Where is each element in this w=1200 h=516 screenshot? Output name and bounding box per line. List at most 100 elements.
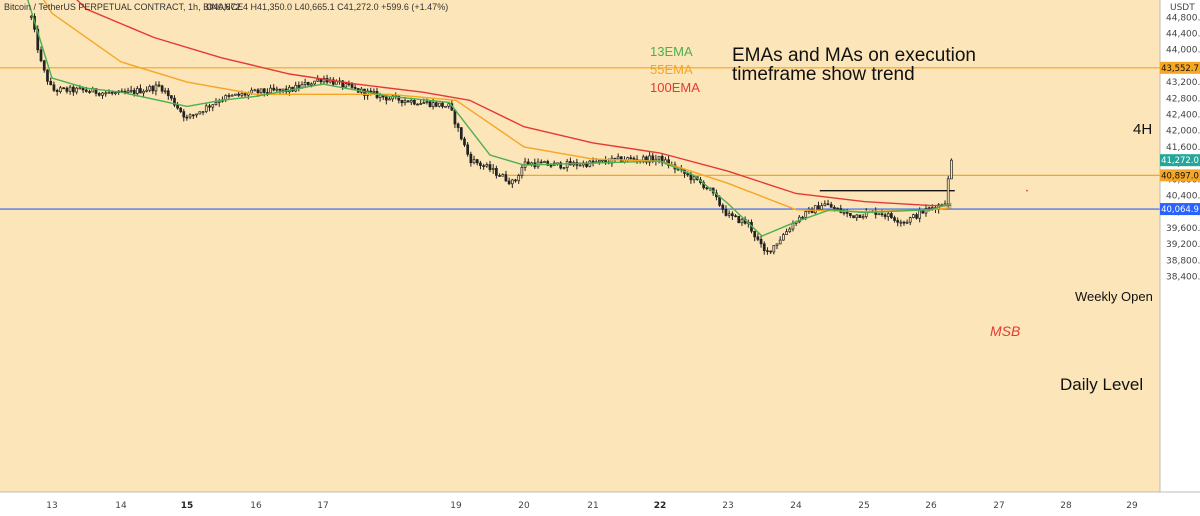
candle-body (823, 203, 827, 207)
candle (908, 216, 912, 226)
y-tick-label: 42,400.0 (1166, 111, 1200, 121)
candle-body (877, 213, 881, 216)
candle-body (29, 15, 33, 18)
candle-body (211, 104, 215, 108)
candle-body (829, 204, 833, 208)
candle-body (810, 208, 814, 214)
candle (208, 103, 211, 112)
candle-body (641, 156, 645, 161)
candle-body (88, 91, 91, 93)
candle-body (191, 114, 195, 117)
x-tick-label: 22 (654, 501, 667, 511)
plot-area (0, 0, 1160, 492)
candle (163, 87, 167, 95)
candle-body (81, 87, 85, 91)
candle-body (154, 84, 158, 92)
candle (101, 92, 104, 99)
candle (504, 170, 508, 182)
candle-body (135, 88, 139, 94)
candle-body (880, 213, 884, 216)
candle (762, 241, 766, 255)
candle-body (46, 69, 49, 82)
candle-body (294, 84, 298, 92)
candle (466, 142, 470, 157)
candle-body (813, 205, 817, 214)
candle-body (148, 86, 152, 91)
candle (775, 243, 779, 250)
candle (294, 81, 298, 93)
candle (126, 87, 130, 94)
candle-body (852, 215, 855, 219)
time-axis[interactable] (0, 492, 1200, 516)
price-tag-4h-text: 43,552.7 (1161, 64, 1199, 74)
candle-body (388, 98, 391, 101)
label-4h: 4H (1133, 121, 1152, 138)
candle (883, 212, 887, 220)
x-tick-label: 25 (858, 501, 869, 511)
ema-layer (27, 0, 952, 237)
candle-body (896, 220, 900, 223)
candle-body (185, 116, 189, 119)
candle-body (198, 111, 202, 115)
candle (861, 213, 865, 220)
candle (81, 87, 85, 94)
candle (905, 219, 909, 225)
candle (498, 173, 501, 177)
candle (428, 101, 432, 108)
candle (772, 245, 776, 255)
candle (836, 207, 839, 210)
candle (52, 81, 56, 93)
price-tag-current-bg (1160, 154, 1200, 167)
candle (166, 87, 170, 100)
candle (416, 103, 419, 106)
candle-body (912, 214, 915, 218)
candle-body (820, 205, 824, 210)
candle (896, 217, 900, 227)
candle (237, 92, 240, 97)
candle-body (915, 214, 918, 219)
candle-body (240, 93, 244, 96)
candle-body (431, 102, 435, 107)
candle-body (68, 86, 72, 92)
y-tick-label: 38,400.0 (1166, 273, 1200, 283)
candle-body (731, 213, 734, 217)
candle-body (188, 114, 192, 118)
candle (55, 88, 59, 96)
candle (135, 86, 139, 97)
candle-body (833, 207, 836, 209)
candle (42, 59, 46, 73)
candle-body (899, 221, 903, 224)
candle (97, 92, 101, 97)
candle-body (629, 157, 633, 160)
candle (769, 250, 772, 255)
y-tick-label: 39,200.0 (1166, 240, 1200, 250)
candle (899, 219, 903, 227)
x-tick-label: 19 (450, 501, 462, 511)
candle-body (546, 161, 550, 166)
candle (160, 84, 164, 94)
candle (234, 93, 237, 96)
candle-body (36, 28, 40, 51)
candle-body (469, 153, 473, 164)
candle (444, 105, 447, 108)
candle-body (142, 90, 145, 94)
candle (191, 114, 195, 119)
candle (230, 94, 234, 97)
chart-title: Bitcoin / TetherUS PERPETUAL CONTRACT, 1… (4, 2, 243, 12)
candle (145, 86, 148, 93)
candle-body (604, 159, 607, 163)
candle-body (350, 84, 354, 88)
candle-body (59, 87, 62, 92)
candle-body (657, 155, 661, 160)
price-axis[interactable] (1160, 0, 1200, 516)
candle-body (905, 221, 909, 224)
candle (139, 84, 142, 94)
candle-body (559, 162, 563, 169)
candle-body (645, 156, 648, 163)
candle-body (660, 155, 664, 164)
candle (204, 102, 208, 114)
candle (104, 90, 108, 97)
candle-body (456, 123, 460, 128)
candle-body (762, 243, 766, 252)
